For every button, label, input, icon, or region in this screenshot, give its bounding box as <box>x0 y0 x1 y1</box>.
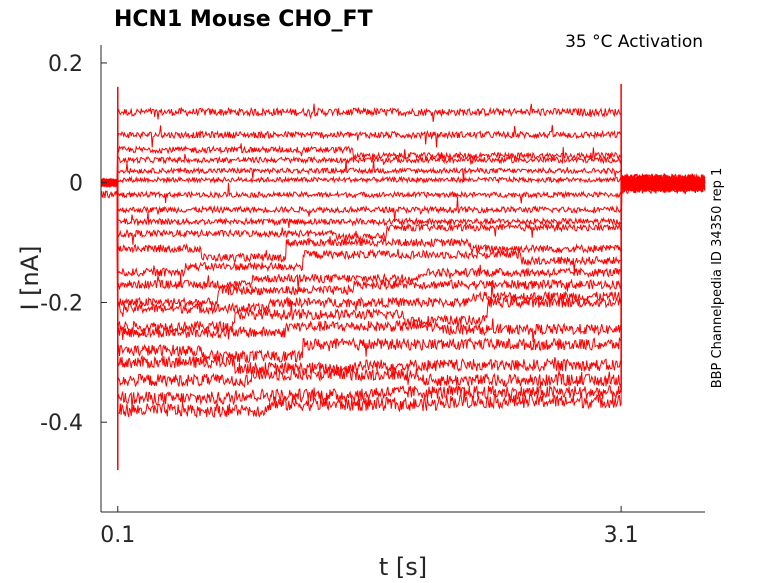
current-trace <box>100 175 706 193</box>
chart-annotation: 35 °C Activation <box>565 32 703 52</box>
y-tick-label: 0 <box>69 172 83 197</box>
y-tick-label: -0.4 <box>40 411 83 436</box>
y-tick-group: 0.2 0 -0.2 -0.4 <box>40 52 107 436</box>
current-trace <box>100 177 706 419</box>
y-axis-label: I [nA] <box>16 245 44 310</box>
current-trace <box>100 161 706 187</box>
side-label: BBP Channelpedia ID 34350 rep 1 <box>710 168 725 389</box>
current-trace <box>100 174 706 229</box>
x-tick-group: 0.1 3.1 <box>100 506 639 548</box>
y-tick-label: 0.2 <box>48 52 83 77</box>
y-tick-label: -0.2 <box>40 291 83 316</box>
current-trace <box>100 103 706 193</box>
x-axis-label: t [s] <box>379 553 427 581</box>
chart-title: HCN1 Mouse CHO_FT <box>114 7 373 32</box>
x-tick-label: 3.1 <box>604 523 639 548</box>
x-tick-label: 0.1 <box>100 523 135 548</box>
trace-group <box>100 83 706 471</box>
current-trace <box>100 178 706 204</box>
current-trace <box>100 178 706 222</box>
